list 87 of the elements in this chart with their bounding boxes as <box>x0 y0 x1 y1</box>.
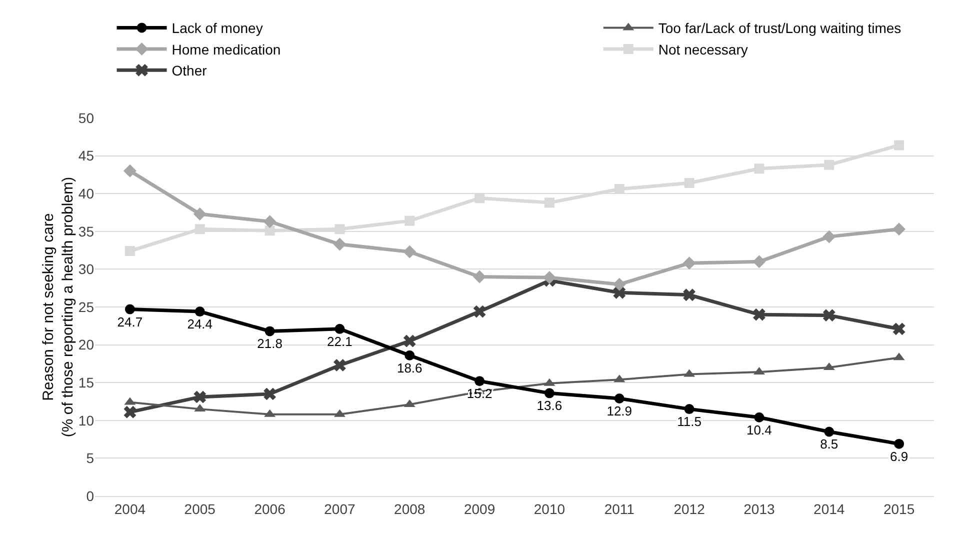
legend-label: Lack of money <box>172 20 263 36</box>
point <box>684 404 694 414</box>
point <box>822 230 836 244</box>
point <box>754 412 764 422</box>
y-axis-title: Reason for not seeking care (% of those reporting a health problem) <box>40 176 76 438</box>
point <box>824 426 834 437</box>
y-tick-label: 50 <box>78 110 94 126</box>
point <box>544 198 554 208</box>
data-label: 18.6 <box>396 360 422 376</box>
x-tick-label: 2008 <box>394 500 426 517</box>
data-label: 12.9 <box>606 403 632 418</box>
point <box>684 178 694 188</box>
point <box>613 286 626 299</box>
legend-label: Other <box>172 62 208 79</box>
point <box>263 215 276 228</box>
point <box>194 224 205 234</box>
point <box>264 388 276 400</box>
x-tick-label: 2010 <box>534 500 566 517</box>
data-label: 24.7 <box>117 314 143 330</box>
point <box>614 393 624 404</box>
legend-label: Home medication <box>172 41 281 58</box>
data-label: 10.4 <box>746 422 772 438</box>
point <box>614 184 624 194</box>
y-tick-label: 15 <box>78 374 94 390</box>
point <box>124 304 135 314</box>
x-tick-label: 2009 <box>464 500 496 517</box>
point <box>894 438 904 449</box>
y-tick-label: 25 <box>78 298 94 315</box>
point <box>123 164 136 178</box>
point <box>474 376 485 386</box>
data-label: 8.5 <box>820 436 838 452</box>
point <box>404 216 415 226</box>
y-tick-label: 30 <box>78 261 94 278</box>
point <box>333 238 346 251</box>
point <box>264 326 275 336</box>
data-label: 6.9 <box>890 448 908 464</box>
y-tick-label: 0 <box>86 488 94 504</box>
data-label: 24.4 <box>187 316 213 332</box>
point <box>892 322 906 336</box>
data-label: 21.8 <box>257 336 282 352</box>
point <box>403 245 416 258</box>
y-tick-label: 35 <box>78 223 94 240</box>
y-tick-label: 10 <box>78 412 94 428</box>
point <box>334 324 345 334</box>
point <box>193 208 206 221</box>
x-tick-label: 2013 <box>744 500 775 517</box>
x-tick-label: 2005 <box>184 500 216 517</box>
point <box>124 406 136 418</box>
x-tick-label: 2011 <box>604 500 635 517</box>
point <box>892 222 906 236</box>
point <box>194 390 206 404</box>
point <box>194 306 205 317</box>
x-tick-label: 2014 <box>814 500 845 517</box>
legend-label: Too far/Lack of trust/Long waiting times <box>658 20 902 36</box>
data-label: 22.1 <box>327 334 352 349</box>
point <box>542 271 556 284</box>
point <box>264 226 275 236</box>
data-label: 13.6 <box>536 398 562 414</box>
point <box>473 305 486 318</box>
point <box>682 256 696 270</box>
point <box>824 160 834 170</box>
y-tick-label: 20 <box>78 336 94 353</box>
point <box>683 288 696 302</box>
point <box>403 334 416 348</box>
point <box>404 350 415 360</box>
y-tick-label: 40 <box>78 186 94 202</box>
data-label: 11.5 <box>677 414 702 430</box>
point <box>334 224 345 234</box>
point <box>124 246 135 256</box>
point <box>894 140 904 150</box>
x-tick-label: 2006 <box>254 500 286 517</box>
point <box>544 388 554 398</box>
point <box>754 164 764 174</box>
y-tick-label: 5 <box>86 450 94 466</box>
point <box>822 309 836 322</box>
x-tick-label: 2004 <box>114 500 146 517</box>
point <box>473 270 486 284</box>
point <box>474 193 485 204</box>
point <box>752 308 766 321</box>
point <box>752 255 766 268</box>
x-tick-label: 2012 <box>674 500 706 517</box>
x-tick-label: 2007 <box>324 500 356 517</box>
x-tick-label: 2015 <box>883 500 915 517</box>
y-tick-label: 45 <box>78 148 94 164</box>
legend-label: Not necessary <box>658 41 748 58</box>
point <box>333 358 346 372</box>
point <box>612 278 626 291</box>
